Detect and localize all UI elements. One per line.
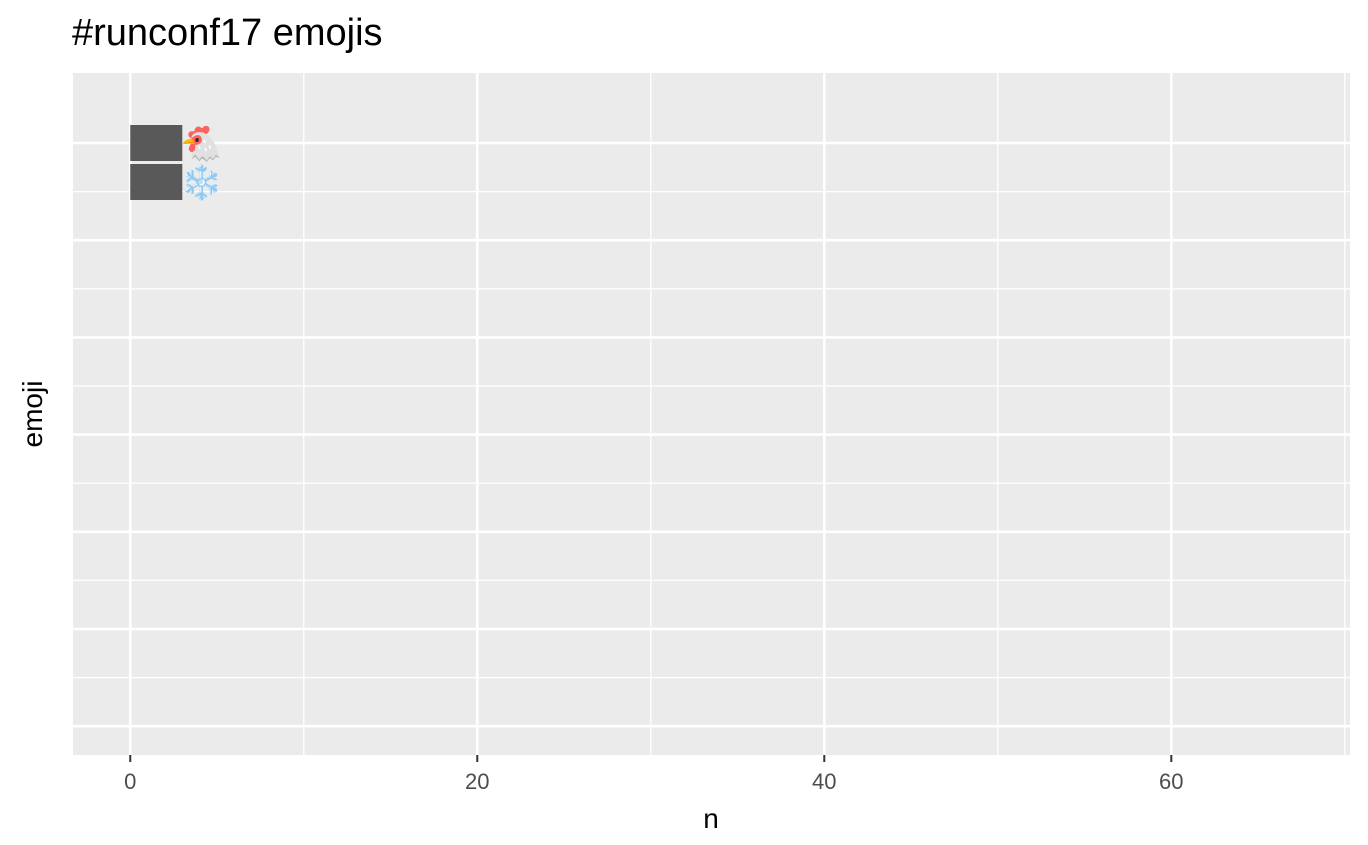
x-tick-label: 20 [465,769,489,794]
x-tick-label: 40 [812,769,836,794]
bar [130,125,183,161]
plot-panel [73,73,1350,755]
emoji-bar-labels: 🐔❄️ [180,124,222,203]
bars [130,125,183,200]
minor-gridlines [73,73,1350,755]
x-axis-title: n [703,803,719,834]
emoji-label: ❄️ [180,163,222,203]
x-tick-label: 0 [124,769,136,794]
chart-title: #runconf17 emojis [72,12,383,54]
x-axis-ticks: 0 20 40 60 [124,755,1184,794]
x-tick-label: 60 [1159,769,1183,794]
emoji-label: 🐔 [180,124,222,164]
y-axis-title: emoji [17,381,48,448]
bar [130,164,183,200]
